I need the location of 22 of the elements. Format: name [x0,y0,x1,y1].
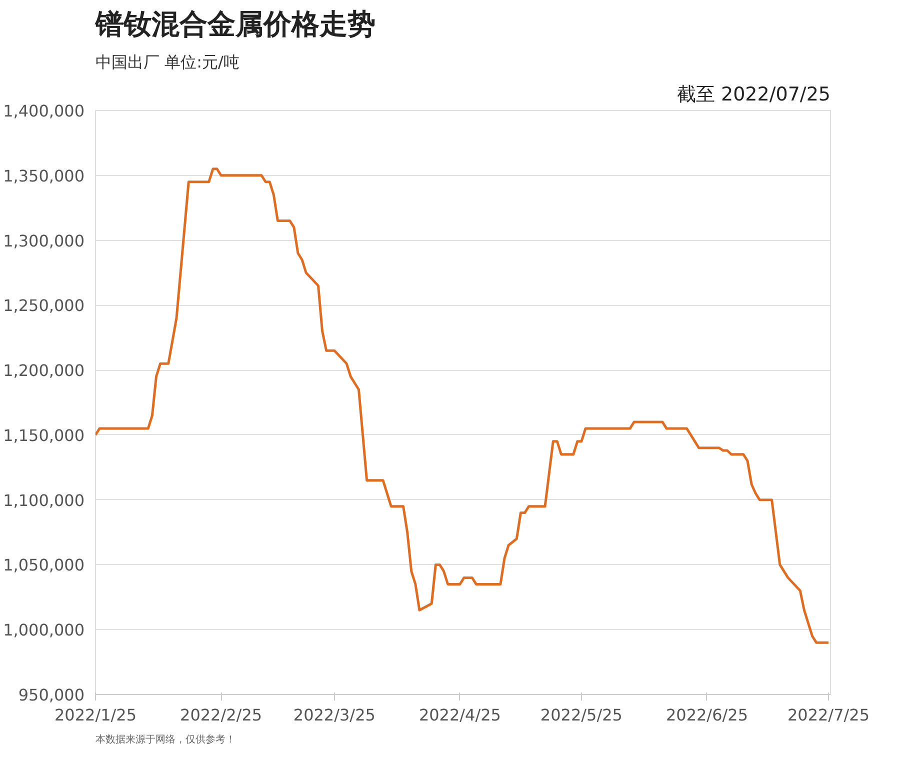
y-tick-label: 1,150,000 [3,426,85,445]
x-tick-label: 2022/1/25 [54,706,137,724]
y-tick-label: 950,000 [18,686,85,704]
x-tick-label: 2022/4/25 [418,706,501,724]
y-tick-label: 1,000,000 [3,620,85,640]
y-tick-label: 1,400,000 [3,102,85,120]
text: 本数据来源于网络，仅供参考！ [96,734,236,746]
y-tick-label: 1,350,000 [3,166,85,186]
chart-subtitle: 中国出厂 单位:元/吨 [96,52,240,72]
x-tick-label: 2022/7/25 [787,706,870,724]
text: 截至 2022/07/25 [676,84,831,106]
chart-title: 镨钕混合金属价格走势 [94,8,376,40]
y-tick-label: 1,300,000 [3,231,85,250]
x-tick-label: 2022/5/25 [540,706,622,724]
y-tick-label: 1,250,000 [3,296,85,316]
y-tick-label: 1,200,000 [3,361,85,380]
y-tick-label: 1,050,000 [3,556,85,575]
x-tick-label: 2022/2/25 [180,706,262,724]
x-tick-label: 2022/3/25 [293,706,376,724]
y-tick-label: 1,100,000 [3,490,85,510]
line-series [96,168,830,644]
x-tick-label: 2022/6/25 [666,706,748,724]
